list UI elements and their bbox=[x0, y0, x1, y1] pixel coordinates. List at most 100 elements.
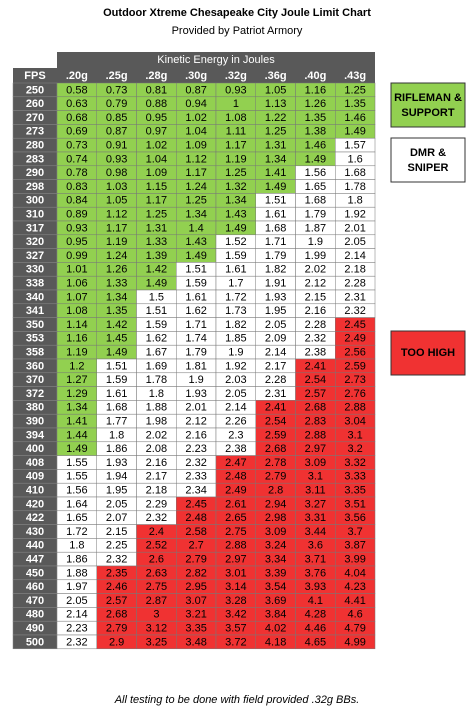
cell-value: 1.82 bbox=[265, 264, 286, 276]
cell-value: 1.09 bbox=[146, 167, 167, 179]
cell-value: 1.08 bbox=[66, 305, 87, 317]
cell-value: 2.83 bbox=[305, 416, 326, 428]
cell-value: 2.68 bbox=[265, 443, 286, 455]
cell-value: 1.17 bbox=[225, 140, 246, 152]
fps-label: 273 bbox=[26, 126, 44, 138]
cell-value: 3.01 bbox=[225, 567, 246, 579]
cell-value: 2.41 bbox=[265, 402, 286, 414]
cell-value: 2.34 bbox=[185, 485, 206, 497]
cell-value: 0.87 bbox=[106, 126, 127, 138]
cell-value: 1.02 bbox=[185, 112, 206, 124]
cell-value: 2.14 bbox=[225, 402, 246, 414]
cell-value: 0.58 bbox=[66, 84, 87, 96]
cell-value: 2.75 bbox=[146, 581, 167, 593]
cell-value: 1.71 bbox=[185, 319, 206, 331]
fps-label: 372 bbox=[26, 388, 44, 400]
fps-label: 380 bbox=[26, 402, 44, 414]
cell-value: 1.49 bbox=[106, 347, 127, 359]
cell-value: 2.32 bbox=[146, 512, 167, 524]
cell-value: 1.9 bbox=[228, 347, 243, 359]
fps-label: 470 bbox=[26, 595, 44, 607]
cell-value: 1.25 bbox=[265, 126, 286, 138]
cell-value: 0.85 bbox=[106, 112, 127, 124]
cell-value: 2.8 bbox=[268, 485, 283, 497]
fps-label: 408 bbox=[26, 457, 44, 469]
cell-value: 1.26 bbox=[305, 98, 326, 110]
cell-value: 0.95 bbox=[146, 112, 167, 124]
cell-value: 1.57 bbox=[344, 140, 365, 152]
cell-value: 3.1 bbox=[308, 471, 323, 483]
cell-value: 1.19 bbox=[106, 236, 127, 248]
cell-value: 1.22 bbox=[265, 112, 286, 124]
cell-value: 2.02 bbox=[305, 264, 326, 276]
cell-value: 2.14 bbox=[344, 250, 365, 262]
cell-value: 1.8 bbox=[69, 540, 84, 552]
cell-value: 1.79 bbox=[305, 209, 326, 221]
cell-value: 1.12 bbox=[106, 209, 127, 221]
cell-value: 3.51 bbox=[344, 498, 365, 510]
fps-label: 400 bbox=[26, 443, 44, 455]
cell-value: 1.03 bbox=[106, 181, 127, 193]
fps-label: 300 bbox=[26, 195, 44, 207]
cell-value: 1.61 bbox=[185, 291, 206, 303]
cell-value: 1.65 bbox=[305, 181, 326, 193]
column-header: .20g bbox=[66, 70, 88, 82]
cell-value: 1.78 bbox=[344, 181, 365, 193]
cell-value: 3.54 bbox=[265, 581, 286, 593]
cell-value: 3.93 bbox=[305, 581, 326, 593]
cell-value: 2.02 bbox=[146, 429, 167, 441]
cell-value: 0.93 bbox=[225, 84, 246, 96]
legend-box bbox=[390, 330, 466, 376]
cell-value: 1.71 bbox=[265, 236, 286, 248]
column-header-bg bbox=[13, 68, 375, 83]
cell-value: 1.42 bbox=[106, 319, 127, 331]
cell-value: 1.9 bbox=[308, 236, 323, 248]
cell-value: 1.11 bbox=[226, 126, 247, 138]
cell-value: 2.08 bbox=[146, 443, 167, 455]
cell-value: 1.04 bbox=[146, 153, 167, 165]
cell-value: 3.57 bbox=[225, 623, 246, 635]
cell-value: 2.38 bbox=[225, 443, 246, 455]
cell-value: 1.51 bbox=[185, 264, 206, 276]
cell-value: 1.35 bbox=[106, 305, 127, 317]
cell-value: 0.87 bbox=[185, 84, 206, 96]
fps-label: 298 bbox=[26, 181, 44, 193]
cell-value: 0.68 bbox=[66, 112, 87, 124]
cell-value: 2.87 bbox=[146, 595, 167, 607]
cell-value: 2.45 bbox=[344, 319, 365, 331]
cell-value: 2.57 bbox=[106, 595, 127, 607]
cell-value: 0.93 bbox=[66, 222, 87, 234]
cell-value: 2.32 bbox=[66, 636, 87, 648]
cell-value: 2.01 bbox=[185, 402, 206, 414]
cell-value: 1.26 bbox=[106, 264, 127, 276]
cell-value: 1.55 bbox=[66, 471, 87, 483]
fps-label: 360 bbox=[26, 360, 44, 372]
cell-value: 3.2 bbox=[347, 443, 362, 455]
cell-value: 0.74 bbox=[66, 153, 87, 165]
cell-value: 3.99 bbox=[344, 554, 365, 566]
cell-value: 2.78 bbox=[265, 457, 286, 469]
cell-value: 2.48 bbox=[225, 471, 246, 483]
cell-value: 2.82 bbox=[185, 567, 206, 579]
cell-value: 2.54 bbox=[305, 374, 326, 386]
cell-value: 2.16 bbox=[146, 457, 167, 469]
cell-value: 1.25 bbox=[146, 209, 167, 221]
cell-value: 3.24 bbox=[265, 540, 286, 552]
cell-value: 2.68 bbox=[305, 402, 326, 414]
cell-value: 0.79 bbox=[106, 98, 127, 110]
cell-value: 1.92 bbox=[344, 209, 365, 221]
title: Outdoor Xtreme Chesapeake City Joule Lim… bbox=[103, 7, 371, 19]
cell-value: 2.38 bbox=[305, 347, 326, 359]
cell-value: 2.09 bbox=[265, 333, 286, 345]
fps-label: 440 bbox=[26, 540, 44, 552]
fps-label: 290 bbox=[26, 167, 44, 179]
cell-value: 3.34 bbox=[265, 554, 286, 566]
cell-value: 1.94 bbox=[106, 471, 127, 483]
cell-value: 2.05 bbox=[344, 236, 365, 248]
cell-value: 1.8 bbox=[347, 195, 362, 207]
group-header-bg bbox=[57, 52, 375, 68]
cell-value: 2.65 bbox=[225, 512, 246, 524]
cell-value: 1.68 bbox=[106, 402, 127, 414]
column-header: .25g bbox=[106, 70, 128, 82]
